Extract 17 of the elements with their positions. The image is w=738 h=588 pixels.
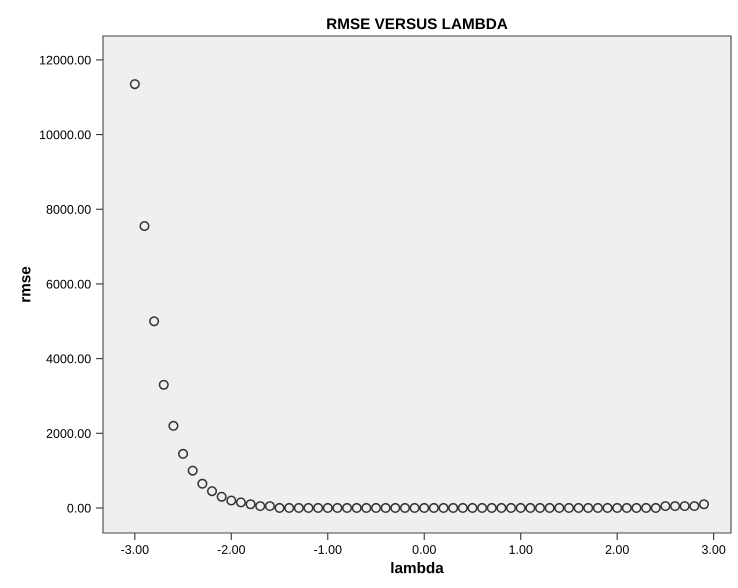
y-tick-label: 0.00 xyxy=(67,504,91,513)
y-tick-label: 4000.00 xyxy=(46,354,91,364)
chart-title: RMSE VERSUS LAMBDA xyxy=(327,18,508,30)
y-axis-title: rmse xyxy=(22,266,30,302)
x-axis-title: lambda xyxy=(391,562,444,574)
y-tick-label: 12000.00 xyxy=(40,56,91,65)
y-tick-label: 10000.00 xyxy=(40,130,91,140)
x-tick-label: 1.00 xyxy=(509,545,532,554)
x-tick-label: 0.00 xyxy=(412,545,436,554)
x-tick-label: -3.00 xyxy=(121,545,149,554)
x-tick-label: 3.00 xyxy=(702,545,726,554)
y-tick-label: 2000.00 xyxy=(46,429,91,438)
y-tick-label: 8000.00 xyxy=(46,205,91,214)
x-tick-label: -2.00 xyxy=(218,545,246,554)
x-tick-label: 2.00 xyxy=(606,545,629,554)
y-tick-label: 6000.00 xyxy=(46,280,91,289)
x-tick-label: -1.00 xyxy=(314,545,342,554)
